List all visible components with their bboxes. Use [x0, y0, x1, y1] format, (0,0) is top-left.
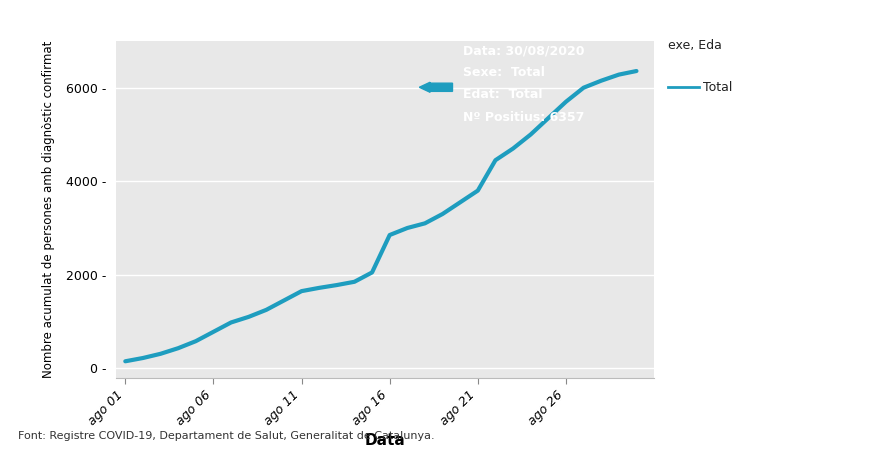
Text: Total: Total — [703, 81, 733, 94]
Text: Data: 30/08/2020: Data: 30/08/2020 — [463, 45, 584, 57]
Text: Edat:  Total: Edat: Total — [463, 88, 542, 101]
Text: Sexe:  Total: Sexe: Total — [463, 66, 545, 80]
Text: exe, Eda: exe, Eda — [668, 40, 721, 52]
Text: Font: Registre COVID-19, Departament de Salut, Generalitat de Catalunya.: Font: Registre COVID-19, Departament de … — [18, 431, 435, 441]
Y-axis label: Nombre acumulat de persones amb diagnòstic confirmat: Nombre acumulat de persones amb diagnòst… — [42, 40, 56, 378]
X-axis label: Data: Data — [365, 433, 406, 448]
Text: Nº Positius: 6357: Nº Positius: 6357 — [463, 111, 584, 124]
